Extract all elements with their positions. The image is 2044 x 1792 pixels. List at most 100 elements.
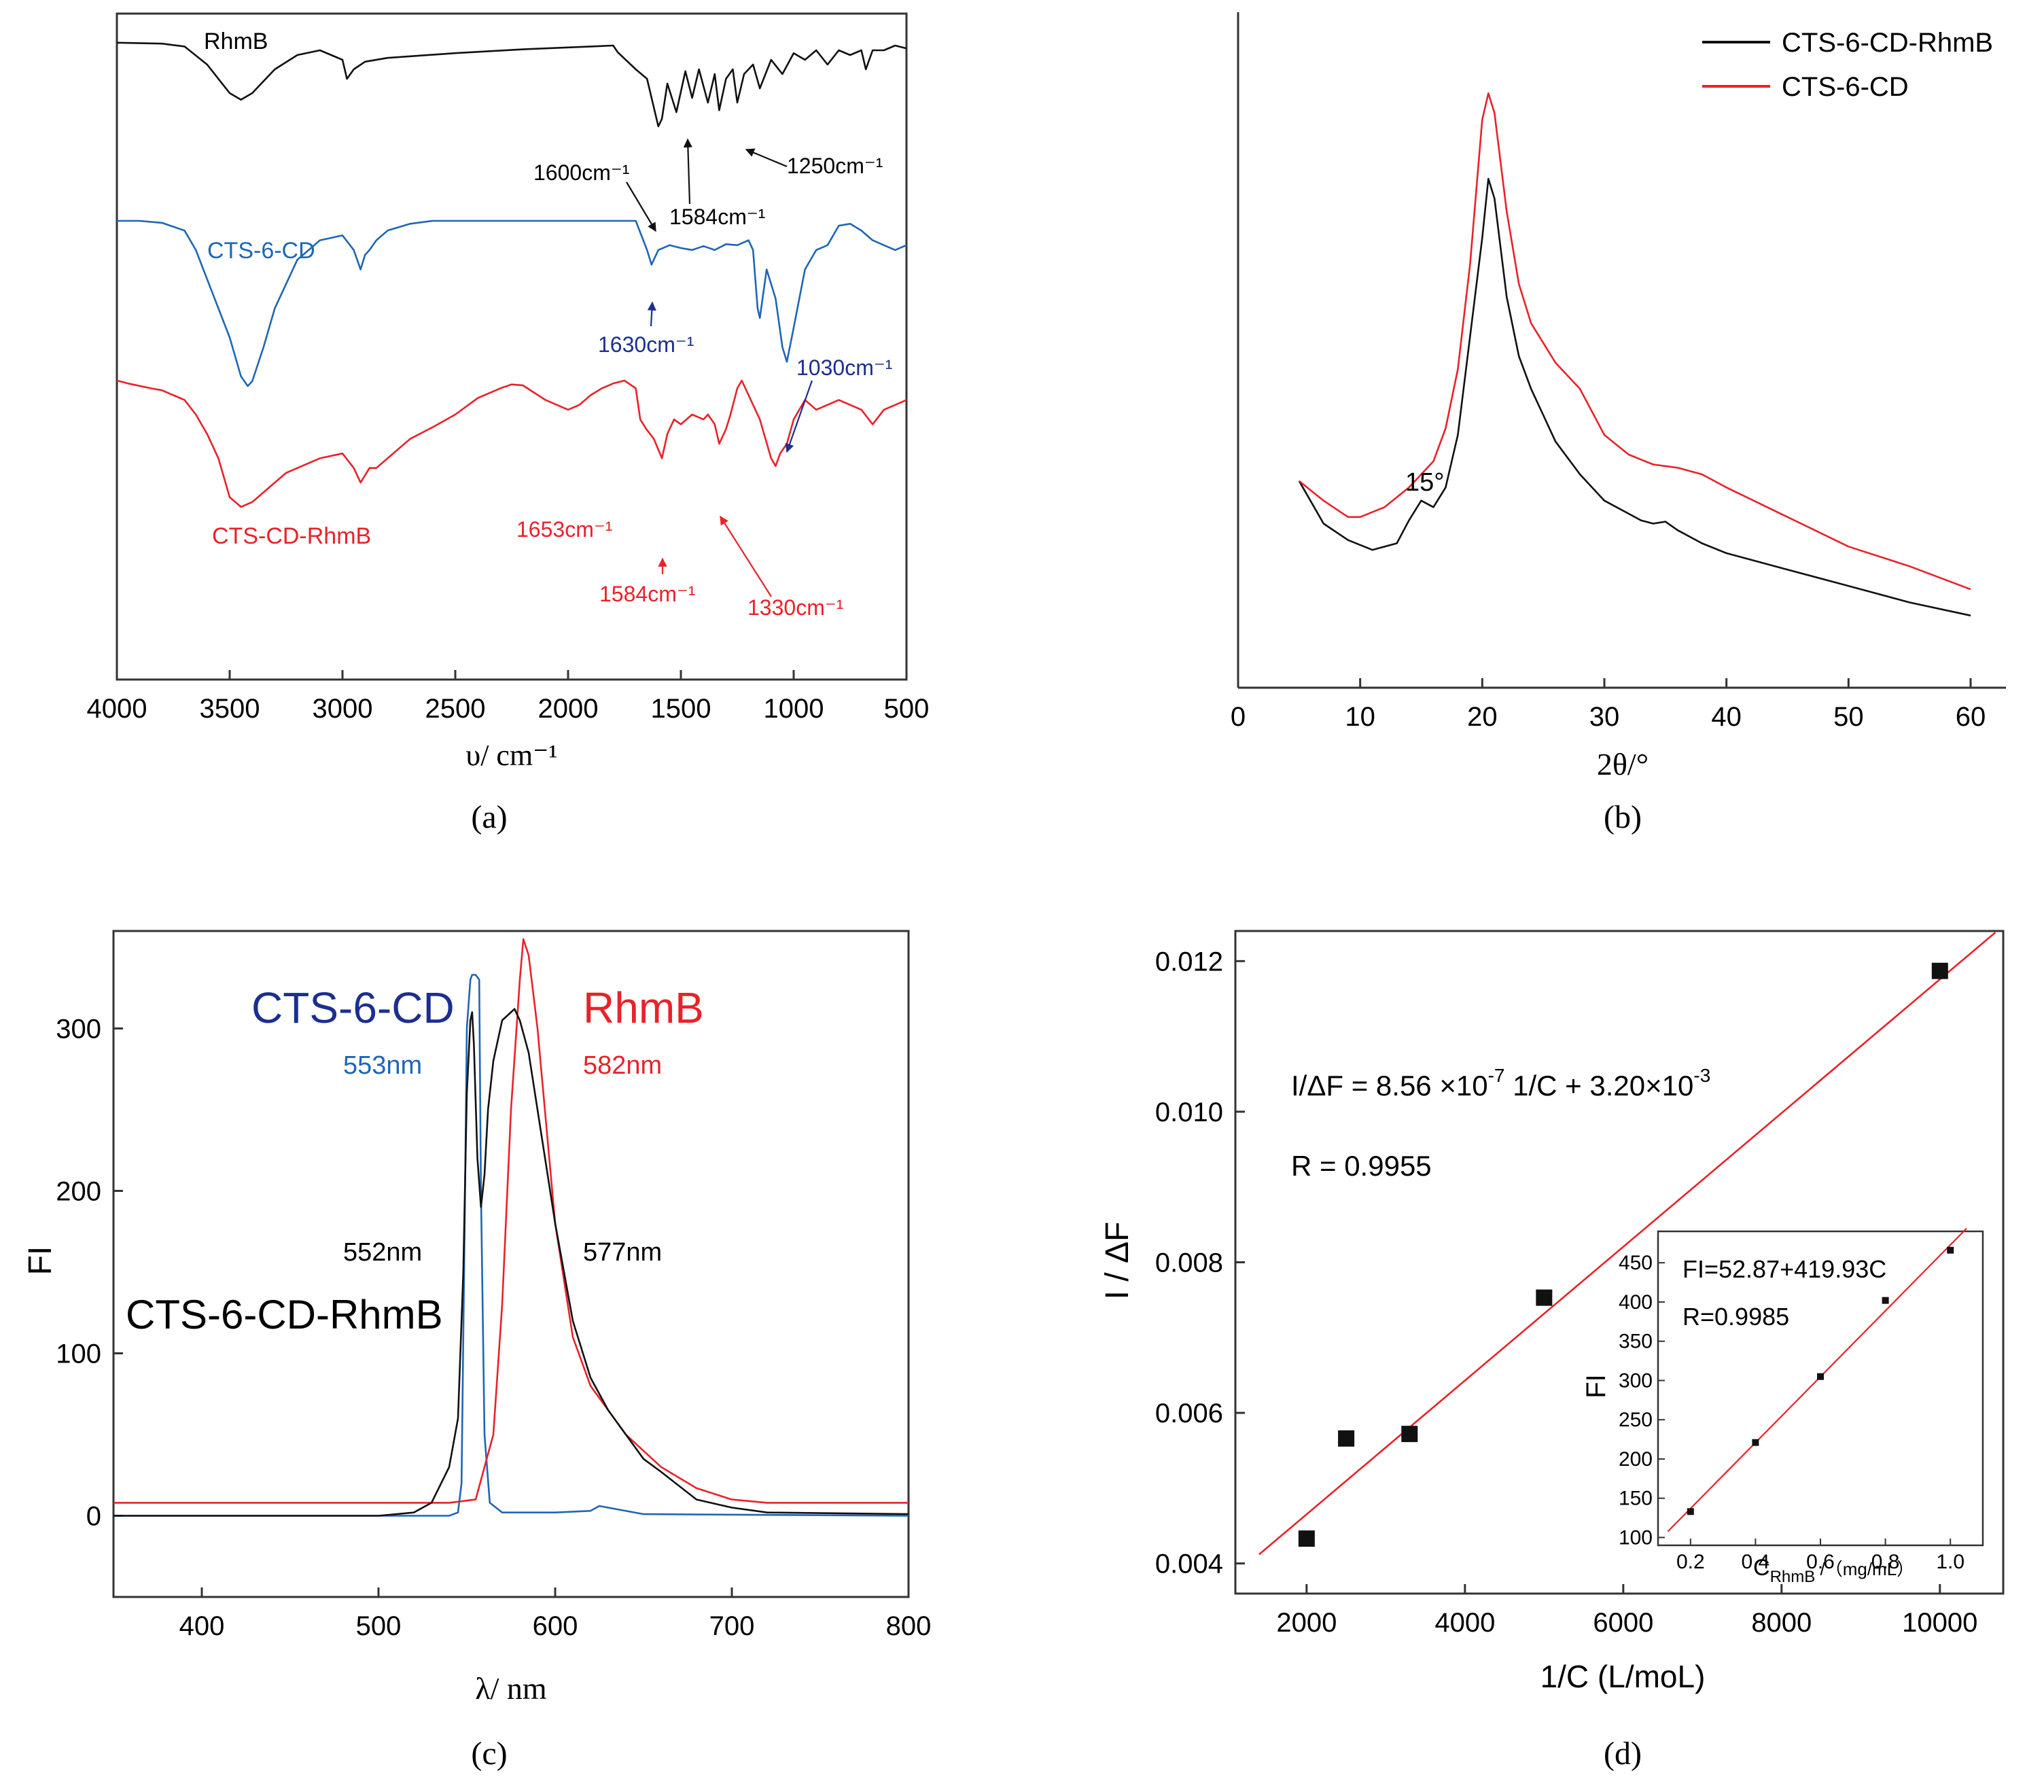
panel-a-xtick-label-4000: 4000 <box>87 694 147 724</box>
panel-c-caption: (c) <box>471 1736 507 1772</box>
panel-b: 0 10 20 30 40 50 60 CTS-6-CD-RhmB CTS-6-CD 15°… <box>1231 12 2006 835</box>
panel-b-xtick-label-30: 30 <box>1589 702 1620 732</box>
panel-a-ticks: 4000 3500 3000 2500 2000 1500 1000 500 <box>87 670 930 724</box>
panel-a-xtick-label-1000: 1000 <box>764 694 824 724</box>
panel-d-ytick-label-0.010: 0.010 <box>1155 1097 1223 1127</box>
panel-b-xtick-label-10: 10 <box>1345 702 1375 732</box>
panel-d-ytick-label-0.006: 0.006 <box>1155 1399 1223 1428</box>
curve-cts-6-cd-rhmb <box>113 1008 909 1517</box>
inset-marks <box>1667 1227 1967 1532</box>
curve-cts-6-cd-rhmb <box>1298 177 1971 617</box>
inset-xlabel: CRhmB /（mg/mL） <box>1753 1555 1914 1586</box>
inset-xtick-label-0.2: 0.2 <box>1676 1551 1705 1573</box>
panel-a-frame <box>116 12 908 681</box>
panel-c-frame <box>112 930 910 1598</box>
arrow-1330 <box>720 515 772 597</box>
panel-a-caption: (a) <box>471 799 507 835</box>
inset-ytick-label-450: 450 <box>1619 1252 1653 1274</box>
panel-a-xtick-label-1500: 1500 <box>651 694 711 724</box>
data-point-3 <box>1536 1289 1553 1306</box>
annotation-1250: 1250cm⁻¹ <box>787 154 883 178</box>
panel-c-xtick-label-400: 400 <box>179 1611 225 1641</box>
inset-ytick-label-200: 200 <box>1619 1448 1653 1471</box>
panel-b-xlabel: 2θ/° <box>1597 747 1649 781</box>
inset-ylabel: FI <box>1581 1374 1611 1399</box>
fit-r-value: R = 0.9955 <box>1291 1150 1432 1182</box>
panel-a-xlabel: υ/ cm⁻¹ <box>465 739 557 772</box>
panel-d-xtick-label-10000: 10000 <box>1902 1608 1977 1638</box>
annotation-1584-black: 1584cm⁻¹ <box>669 205 765 229</box>
panel-b-xtick-label-40: 40 <box>1711 702 1742 732</box>
inset-fit-line <box>1667 1227 1967 1532</box>
inset-data-point-3 <box>1882 1297 1889 1304</box>
panel-a-xtick-label-2000: 2000 <box>538 694 599 724</box>
panel-c-xtick-label-700: 700 <box>709 1611 755 1641</box>
annotation-1653: 1653cm⁻¹ <box>516 517 612 542</box>
curve-rhmb <box>113 938 909 1504</box>
fit-line <box>1258 932 1996 1556</box>
annotation-1030: 1030cm⁻¹ <box>796 355 892 380</box>
panel-d-ylabel: I / ΔF <box>1099 1222 1135 1300</box>
inset-ytick-label-250: 250 <box>1619 1409 1653 1431</box>
panel-b-curves <box>1298 92 1971 617</box>
annotation-1600: 1600cm⁻¹ <box>533 160 629 185</box>
panel-c-xtick-label-800: 800 <box>886 1611 932 1641</box>
inset-xtick-label-0.4: 0.4 <box>1742 1551 1770 1573</box>
panel-c-xlabel: λ/ nm <box>475 1671 547 1706</box>
panel-d-ticks: 2000 4000 6000 8000 10000 0.004 0.006 0.008 0.01… <box>1155 947 1978 1638</box>
panel-b-caption: (b) <box>1604 799 1642 835</box>
inset-ytick-label-150: 150 <box>1619 1488 1653 1510</box>
inset-r-value: R=0.9985 <box>1682 1303 1789 1331</box>
panel-a-xtick-label-2500: 2500 <box>425 694 486 724</box>
panel-c: 400 500 600 700 800 0 100 200 300 CTS-6-CD 553nm… <box>22 930 931 1772</box>
panel-d-xtick-label-8000: 8000 <box>1751 1608 1812 1638</box>
series-label-cts-6-cd: CTS-6-CD <box>207 238 315 264</box>
panel-b-xtick-label-20: 20 <box>1467 702 1498 732</box>
inset-data-point-4 <box>1947 1246 1954 1254</box>
panel-d-xtick-label-6000: 6000 <box>1593 1608 1653 1638</box>
label-rhmb: RhmB <box>583 983 704 1032</box>
panel-c-ytick-label-300: 300 <box>56 1014 101 1044</box>
label-cts-6-cd: CTS-6-CD <box>251 983 455 1032</box>
annotation-1630: 1630cm⁻¹ <box>598 332 694 357</box>
panel-d-ytick-label-0.004: 0.004 <box>1155 1549 1223 1579</box>
panel-d: 2000 4000 6000 8000 10000 0.004 0.006 0.008 0.01… <box>1099 930 2005 1772</box>
panel-c-xtick-label-500: 500 <box>356 1611 402 1641</box>
inset-xtick-label-0.6: 0.6 <box>1806 1551 1835 1573</box>
panel-a-xtick-label-3000: 3000 <box>313 694 373 724</box>
panel-c-curves <box>113 938 909 1517</box>
panel-c-xtick-label-600: 600 <box>533 1611 578 1641</box>
fit-equation: I/ΔF = 8.56 ×10-7 1/C + 3.20×10-3 <box>1291 1065 1710 1102</box>
panel-c-ticks: 400 500 600 700 800 0 100 200 300 <box>56 1014 931 1641</box>
eq-part-2: 1/C + 3.20×10 <box>1504 1070 1693 1102</box>
panel-b-xtick-label-0: 0 <box>1231 702 1246 732</box>
curve-cts-cd-rhmb <box>116 379 907 508</box>
data-point-2 <box>1401 1426 1418 1443</box>
arrow-1030 <box>785 380 813 453</box>
panel-d-xtick-label-4000: 4000 <box>1434 1608 1495 1638</box>
data-point-4 <box>1931 962 1948 979</box>
inset-chart: 0.2 0.4 0.6 0.8 1.0100150200250300350400450 … <box>1581 1227 1984 1586</box>
inset-ytick-label-300: 300 <box>1619 1369 1653 1392</box>
arrow-1600 <box>626 181 656 232</box>
label-553nm: 553nm <box>343 1051 422 1080</box>
inset-xlabel-sub: RhmB <box>1770 1568 1816 1586</box>
panel-d-xtick-label-2000: 2000 <box>1276 1608 1337 1638</box>
panel-a-xtick-label-500: 500 <box>884 694 930 724</box>
series-label-rhmb: RhmB <box>204 29 268 54</box>
curve-rhmb <box>116 41 907 128</box>
annotation-15deg: 15° <box>1405 468 1444 497</box>
series-label-cts-cd-rhmb: CTS-CD-RhmB <box>212 523 371 549</box>
inset-equation: FI=52.87+419.93C <box>1682 1255 1886 1283</box>
curve-cts-6-cd <box>1298 92 1971 591</box>
inset-xlabel-main: C <box>1753 1555 1770 1581</box>
panel-b-ticks: 0 10 20 30 40 50 60 <box>1231 678 1986 732</box>
inset-xlabel-unit: /（mg/mL） <box>1815 1559 1914 1579</box>
panel-d-ytick-label-0.008: 0.008 <box>1155 1248 1223 1278</box>
legend-label-cts-6-cd-rhmb: CTS-6-CD-RhmB <box>1782 28 1993 58</box>
arrow-1584-black <box>683 138 692 205</box>
annotation-1330: 1330cm⁻¹ <box>747 595 843 620</box>
eq-exp-1: -7 <box>1488 1065 1505 1086</box>
panel-b-legend: CTS-6-CD-RhmB CTS-6-CD <box>1702 28 1993 102</box>
